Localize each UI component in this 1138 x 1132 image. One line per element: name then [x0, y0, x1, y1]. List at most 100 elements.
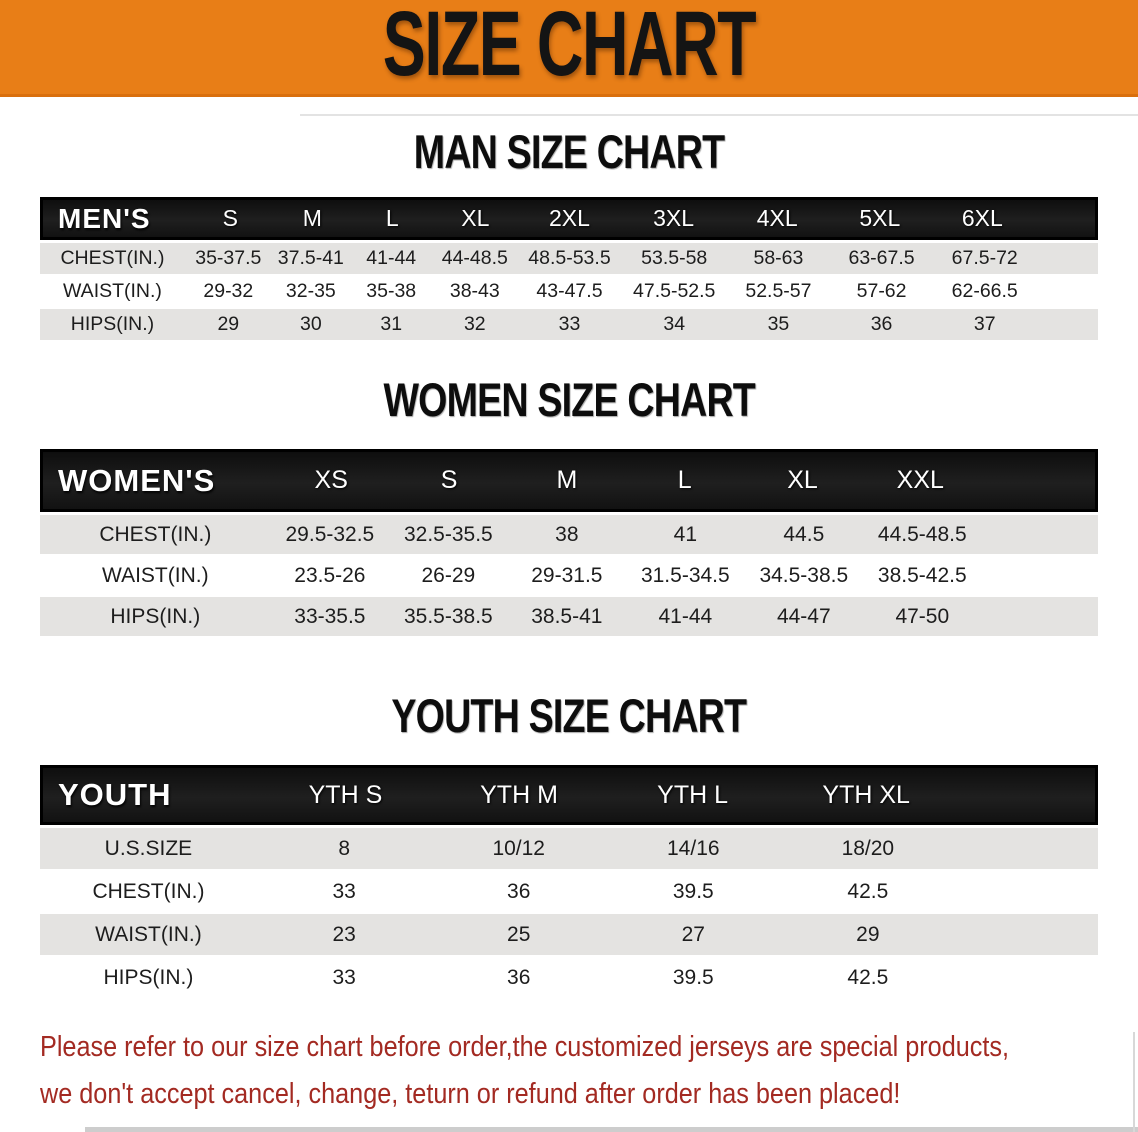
row-label: HIPS(IN.) — [103, 965, 194, 989]
women-column-header: M — [556, 466, 578, 494]
row-label: CHEST(IN.) — [60, 247, 165, 269]
men-row-hipsin: HIPS(IN.) 29 30 31 32 33 34 35 36 37 — [40, 309, 1098, 342]
youth-chart-heading: YOUTH SIZE CHART — [0, 692, 1138, 739]
men-column-header: 2XL — [549, 205, 590, 231]
cell-value: 33 — [558, 313, 581, 335]
youth-row-ussize: U.S.SIZE 8 10/12 14/16 18/20 — [40, 828, 1098, 871]
men-column-header: 3XL — [653, 205, 695, 231]
men-row-chestin: CHEST(IN.) 35-37.5 37.5-41 41-44 44-48.5 48.5… — [40, 243, 1098, 276]
cell-value: 34 — [663, 313, 686, 335]
women-row-waistin: WAIST(IN.) 23.5-26 26-29 29-31.5 31.5-34.5 34… — [40, 556, 1098, 597]
men-column-header: 4XL — [756, 205, 798, 231]
cell-value: 38 — [555, 522, 579, 546]
cell-value: 32.5-35.5 — [403, 522, 493, 546]
row-label: HIPS(IN.) — [110, 604, 201, 628]
cell-value: 23.5-26 — [294, 563, 366, 587]
cell-value: 33 — [332, 965, 356, 989]
men-size-table: MEN'S S M L XL 2XL 3XL 4XL 5XL 6XL CHEST(IN.) 35-37… — [40, 197, 1098, 342]
cell-value: 33 — [332, 879, 356, 903]
women-row-chestin: CHEST(IN.) 29.5-32.5 32.5-35.5 38 41 44.5 44.5… — [40, 515, 1098, 556]
youth-row-chestin: CHEST(IN.) 33 36 39.5 42.5 — [40, 871, 1098, 914]
cell-value: 30 — [299, 313, 322, 335]
row-label: WAIST(IN.) — [102, 563, 209, 587]
cell-value: 53.5-58 — [641, 247, 708, 269]
women-chart-heading: WOMEN SIZE CHART — [0, 376, 1138, 423]
page-title: SIZE CHART — [382, 0, 757, 95]
cell-value: 38-43 — [449, 280, 500, 302]
cell-value: 47.5-52.5 — [633, 280, 716, 302]
right-edge-artifact — [1133, 1032, 1135, 1132]
cell-value: 37.5-41 — [277, 247, 344, 269]
cell-value: 48.5-53.5 — [528, 247, 611, 269]
women-column-header: L — [677, 466, 692, 494]
disclaimer-line-1: Please refer to our size chart before or… — [40, 1026, 1138, 1073]
cell-value: 44.5 — [783, 522, 825, 546]
cell-value: 35-38 — [366, 280, 417, 302]
cell-value: 14/16 — [667, 836, 720, 860]
row-label: HIPS(IN.) — [70, 313, 155, 335]
men-column-header: 5XL — [859, 205, 901, 231]
cell-value: 38.5-42.5 — [877, 563, 967, 587]
cell-value: 29-31.5 — [531, 563, 603, 587]
banner: SIZE CHART — [0, 0, 1138, 97]
men-size-chart-section: MAN SIZE CHART MEN'S S M L XL 2XL 3XL 4XL 5XL 6XL… — [0, 128, 1138, 342]
men-chart-heading: MAN SIZE CHART — [0, 128, 1138, 175]
cell-value: 41-44 — [658, 604, 713, 628]
cell-value: 35 — [767, 313, 790, 335]
cell-value: 26-29 — [421, 563, 476, 587]
cell-value: 23 — [332, 922, 356, 946]
cell-value: 44-48.5 — [441, 247, 508, 269]
youth-size-table: YOUTH YTH S YTH M YTH L YTH XL U.S.SIZE 8 10/12… — [40, 765, 1098, 1000]
row-label: WAIST(IN.) — [95, 922, 202, 946]
cell-value: 29.5-32.5 — [285, 522, 375, 546]
row-label: WAIST(IN.) — [63, 280, 162, 302]
cell-value: 34.5-38.5 — [759, 563, 849, 587]
cell-value: 63-67.5 — [848, 247, 915, 269]
women-table-header-row: WOMEN'S XS S M L XL XXL — [40, 449, 1098, 512]
men-table-header-row: MEN'S S M L XL 2XL 3XL 4XL 5XL 6XL — [40, 197, 1098, 240]
cell-value: 32 — [463, 313, 486, 335]
cell-value: 35-37.5 — [195, 247, 262, 269]
men-chart-heading-text: MAN SIZE CHART — [413, 125, 725, 178]
women-row-hipsin: HIPS(IN.) 33-35.5 35.5-38.5 38.5-41 41-44 44-… — [40, 597, 1098, 638]
cell-value: 31 — [380, 313, 403, 335]
cell-value: 29 — [856, 922, 880, 946]
cell-value: 42.5 — [847, 965, 889, 989]
youth-row-hipsin: HIPS(IN.) 33 36 39.5 42.5 — [40, 957, 1098, 1000]
youth-chart-heading-text: YOUTH SIZE CHART — [391, 689, 748, 742]
cell-value: 58-63 — [753, 247, 804, 269]
men-column-header: M — [302, 205, 322, 231]
youth-table-header-row: YOUTH YTH S YTH M YTH L YTH XL — [40, 765, 1098, 825]
women-chart-heading-text: WOMEN SIZE CHART — [383, 373, 755, 426]
youth-size-chart-section: YOUTH SIZE CHART YOUTH YTH S YTH M YTH L YTH… — [0, 692, 1138, 1000]
row-label: CHEST(IN.) — [92, 879, 205, 903]
cell-value: 47-50 — [895, 604, 950, 628]
cell-value: 41-44 — [366, 247, 417, 269]
cell-value: 36 — [870, 313, 893, 335]
cell-value: 10/12 — [492, 836, 545, 860]
cell-value: 18/20 — [841, 836, 895, 860]
row-label: U.S.SIZE — [104, 836, 193, 860]
youth-row-waistin: WAIST(IN.) 23 25 27 29 — [40, 914, 1098, 957]
men-column-header: 6XL — [961, 205, 1003, 231]
cell-value: 62-66.5 — [951, 280, 1018, 302]
men-table-header-label: MEN'S — [58, 202, 151, 234]
men-column-header: L — [385, 205, 399, 231]
cell-value: 38.5-41 — [531, 604, 603, 628]
cell-value: 35.5-38.5 — [403, 604, 493, 628]
youth-column-header: YTH S — [308, 780, 383, 809]
cell-value: 32-35 — [285, 280, 336, 302]
cell-value: 43-47.5 — [536, 280, 603, 302]
women-column-header: XL — [787, 466, 818, 494]
disclaimer: Please refer to our size chart before or… — [40, 1026, 1138, 1120]
men-row-waistin: WAIST(IN.) 29-32 32-35 35-38 38-43 43-47.5 47.… — [40, 276, 1098, 309]
cell-value: 31.5-34.5 — [640, 563, 730, 587]
cell-value: 29-32 — [203, 280, 254, 302]
cell-value: 8 — [338, 836, 350, 860]
men-column-header: S — [222, 205, 238, 231]
cell-value: 39.5 — [672, 965, 714, 989]
cell-value: 67.5-72 — [951, 247, 1018, 269]
disclaimer-line-2-text: we don't accept cancel, change, teturn o… — [40, 1078, 901, 1110]
youth-column-header: YTH XL — [822, 780, 910, 809]
